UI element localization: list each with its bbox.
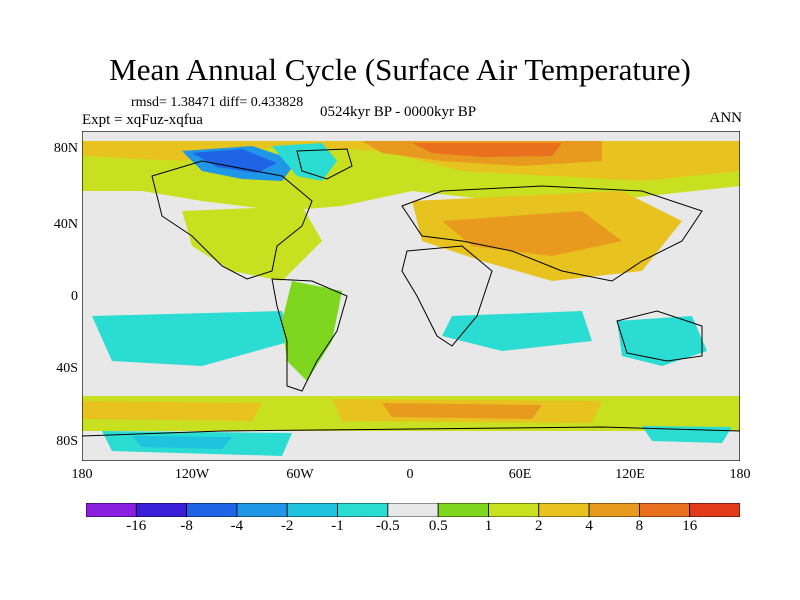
colorbar-label: -1 [331, 518, 344, 534]
colorbar-label: 8 [635, 518, 644, 534]
colorbar-box [538, 503, 590, 517]
colorbar-label: -4 [230, 518, 244, 534]
colorbar-box [286, 503, 338, 517]
colorbar-label: 1 [484, 518, 493, 534]
colorbar-box [236, 503, 288, 517]
lon-tick-0: 0 [406, 467, 414, 482]
colorbar-box [588, 503, 640, 517]
colorbar-box [337, 503, 389, 517]
lat-tick-40S: 40S [56, 361, 78, 376]
colorbar-label: 2 [535, 518, 543, 534]
colorbar-box [135, 503, 188, 517]
lon-tick-120W: 120W [174, 467, 210, 482]
colorbar-label: 16 [682, 518, 698, 534]
lon-tick-60W: 60W [286, 467, 314, 482]
colorbar-label: -0.5 [375, 518, 400, 534]
lat-tick-80S: 80S [56, 434, 78, 449]
lon-tick-180W: 180 [71, 467, 93, 482]
colorbar [86, 503, 740, 517]
colorbar-label: 0.5 [428, 518, 448, 534]
period-label: 0524kyr BP - 0000kyr BP [320, 104, 477, 120]
lon-tick-60E: 60E [508, 467, 532, 482]
lat-tick-0: 0 [71, 289, 78, 304]
temperature-anomaly-map [82, 131, 740, 461]
colorbar-label: 4 [585, 518, 593, 534]
colorbar-box [689, 503, 740, 517]
experiment-label: Expt = xqFuz-xqfua [82, 112, 203, 128]
colorbar-label: -8 [180, 518, 193, 534]
lat-tick-40N: 40N [53, 217, 78, 232]
season-label: ANN [709, 110, 743, 126]
lat-tick-80N: 80N [53, 141, 78, 156]
stats-text: rmsd= 1.38471 diff= 0.433828 [131, 95, 304, 110]
colorbar-box [86, 503, 137, 517]
colorbar-label: -16 [126, 518, 147, 534]
colorbar-box [186, 503, 238, 517]
map-title: Mean Annual Cycle (Surface Air Temperatu… [109, 52, 691, 87]
colorbar-box [437, 503, 489, 517]
colorbar-label: -2 [280, 518, 294, 534]
lon-tick-180E: 180 [729, 467, 751, 482]
colorbar-box [638, 503, 691, 517]
colorbar-box [387, 503, 439, 517]
colorbar-box [488, 503, 540, 517]
lon-tick-120E: 120E [615, 467, 645, 482]
